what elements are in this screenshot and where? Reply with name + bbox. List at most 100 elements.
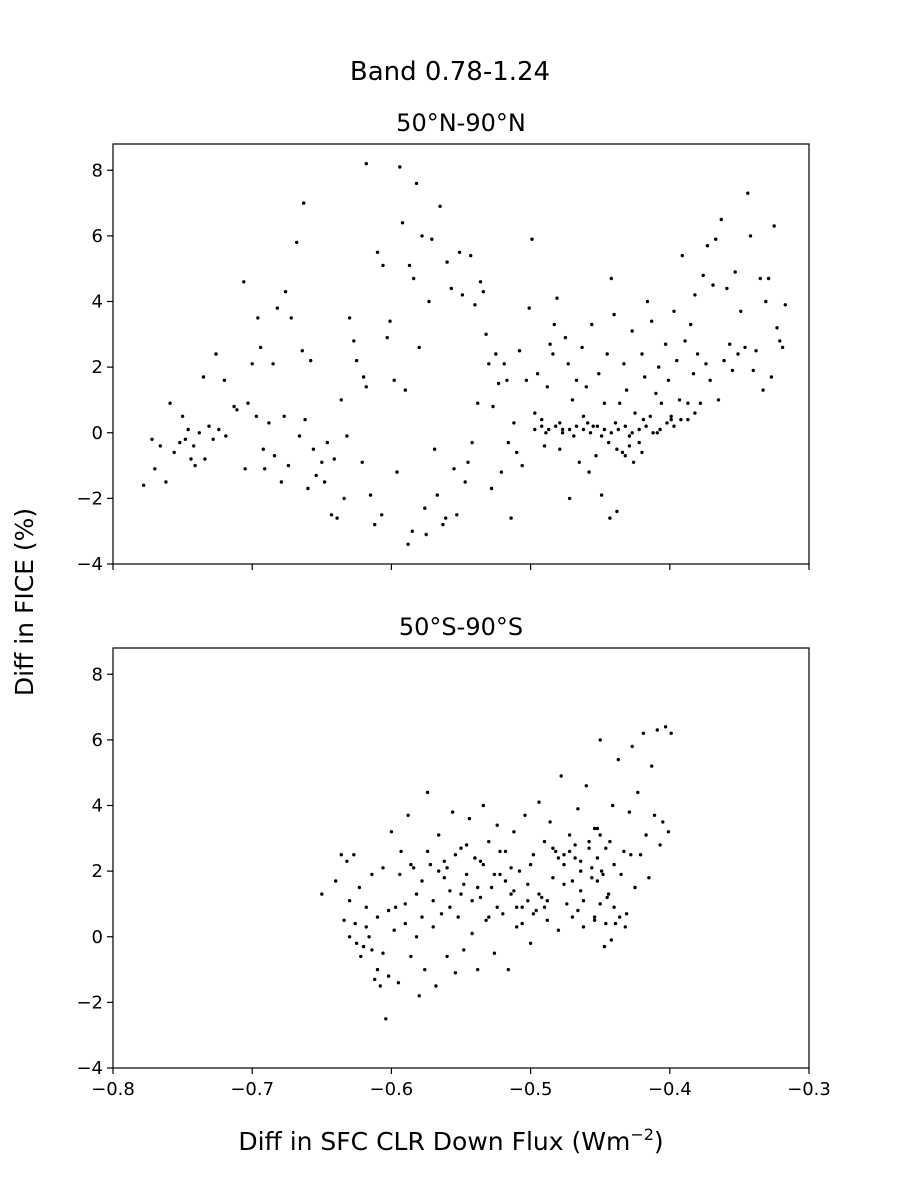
data-point	[462, 882, 466, 886]
data-point	[730, 368, 735, 373]
data-point	[641, 417, 646, 422]
panel-north: 50°N-90°N −4 −2 0 2 4 6 8	[76, 109, 810, 575]
data-point	[586, 421, 590, 425]
data-point	[467, 816, 472, 821]
data-point	[619, 872, 623, 877]
data-point	[606, 440, 611, 445]
data-point	[540, 417, 544, 422]
data-point	[545, 385, 549, 389]
data-point	[654, 391, 658, 396]
data-point	[435, 493, 439, 497]
data-point	[261, 447, 265, 451]
x-axis-label-close: )	[654, 1127, 664, 1156]
data-point	[448, 889, 452, 893]
data-point	[655, 728, 659, 732]
data-point	[425, 790, 430, 795]
data-point	[286, 463, 291, 468]
data-point	[531, 853, 536, 857]
data-point	[746, 191, 750, 195]
data-point	[207, 424, 211, 428]
data-point	[495, 905, 499, 909]
data-point	[580, 345, 584, 350]
plot-frame-south	[112, 647, 810, 1069]
data-point	[574, 378, 579, 382]
data-point	[448, 905, 452, 909]
y-tick-label: 2	[92, 357, 103, 378]
data-point	[487, 839, 491, 844]
data-point	[470, 899, 474, 903]
data-point	[775, 326, 779, 330]
data-point	[602, 427, 607, 432]
data-point	[297, 434, 302, 438]
data-point	[657, 365, 661, 369]
x-tick-label: −0.7	[230, 1079, 274, 1100]
data-point	[584, 784, 588, 788]
data-point	[647, 876, 651, 880]
data-point	[590, 876, 594, 880]
data-point	[345, 859, 349, 863]
data-point	[566, 362, 570, 366]
data-point	[581, 899, 586, 903]
data-point	[588, 431, 593, 435]
data-point	[469, 253, 473, 258]
data-point	[612, 905, 616, 909]
data-point	[661, 820, 665, 824]
data-point	[537, 892, 541, 896]
data-point	[459, 892, 463, 896]
data-point	[339, 853, 343, 857]
data-point	[615, 509, 619, 514]
data-point	[329, 513, 334, 517]
data-point	[464, 843, 469, 847]
data-point	[279, 480, 284, 484]
data-point	[523, 813, 527, 817]
data-point	[551, 876, 555, 880]
data-point	[666, 378, 671, 382]
data-point	[487, 362, 491, 366]
data-point	[545, 899, 549, 903]
data-point	[572, 434, 576, 438]
data-point	[164, 480, 168, 484]
y-axis-label: Diff in FICE (%)	[10, 508, 39, 696]
data-point	[772, 224, 776, 228]
y-tick-label: 0	[92, 927, 103, 948]
data-point	[606, 892, 611, 896]
data-point	[669, 731, 673, 735]
data-point	[375, 915, 380, 919]
data-point	[470, 931, 474, 936]
data-point	[665, 421, 669, 425]
data-point	[618, 915, 622, 919]
data-point	[602, 944, 607, 949]
data-point	[439, 912, 444, 916]
data-point	[512, 830, 516, 834]
data-point	[275, 306, 279, 310]
data-point	[487, 915, 491, 919]
x-axis-label-exponent: −2	[630, 1125, 654, 1144]
data-point	[754, 349, 758, 353]
data-point	[424, 532, 428, 537]
data-point	[677, 398, 682, 402]
data-point	[587, 470, 591, 474]
data-point	[267, 421, 271, 425]
data-point	[576, 807, 580, 811]
data-point	[386, 974, 391, 978]
data-point	[347, 899, 352, 903]
data-point	[558, 447, 562, 451]
data-point	[380, 513, 384, 517]
data-point	[392, 928, 396, 932]
data-point	[478, 280, 483, 284]
data-point	[590, 322, 594, 327]
data-point	[437, 869, 441, 873]
data-point	[638, 853, 643, 857]
data-point	[409, 862, 413, 867]
data-point	[599, 869, 604, 873]
data-point	[650, 319, 654, 323]
x-axis-label-text: Diff in SFC CLR Down Flux (Wm	[238, 1127, 630, 1156]
data-point	[622, 362, 626, 366]
data-point	[306, 486, 310, 491]
data-point	[711, 283, 715, 287]
data-point	[211, 437, 215, 441]
data-point	[381, 951, 385, 955]
data-point	[612, 862, 616, 867]
data-point	[537, 800, 541, 804]
data-point	[481, 290, 485, 294]
